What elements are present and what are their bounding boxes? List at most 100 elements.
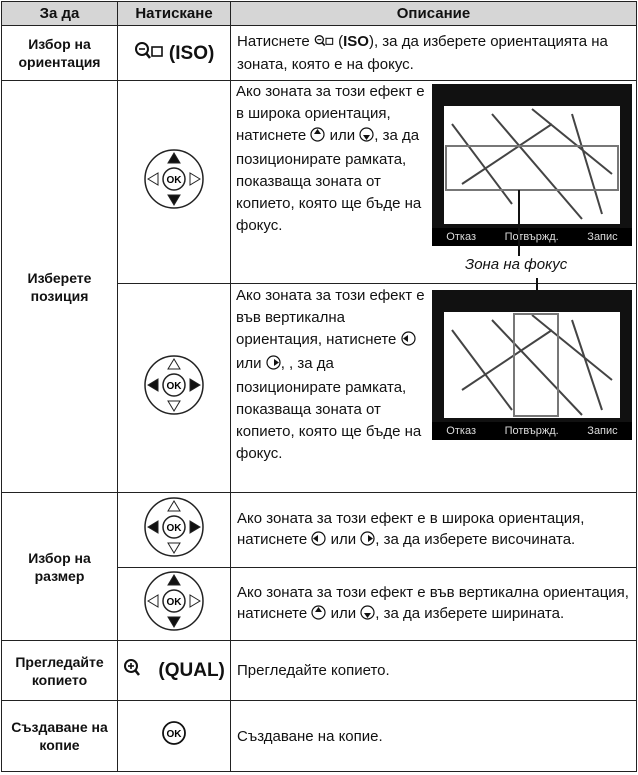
selector-svg: OK	[144, 497, 204, 557]
cell: Избор на ориентация	[1, 25, 118, 81]
icon	[360, 531, 375, 552]
text: , за да позиционирате рамката, показваща…	[236, 355, 422, 462]
text: Ако зоната за този ефект е във вертикалн…	[236, 287, 425, 348]
handle	[144, 51, 151, 59]
ok-label: OK	[167, 597, 183, 608]
description: Създаване на копие.	[237, 727, 383, 745]
text: или	[330, 531, 357, 548]
screen-image	[444, 106, 620, 224]
lens	[134, 41, 149, 56]
cell: Избор на размер	[1, 492, 118, 641]
text: или	[329, 127, 356, 144]
screen-image	[444, 312, 620, 418]
icon	[266, 355, 281, 377]
icon	[123, 658, 153, 683]
focus-frame	[513, 313, 559, 417]
arrow	[167, 574, 181, 586]
cell: Натиснете (ISO), за да изберете ориентац…	[230, 25, 637, 81]
arrow	[167, 358, 181, 370]
multi-selector: OK	[143, 496, 205, 564]
cell: Прегледайте копието.	[230, 640, 637, 701]
text: Ако зоната за този ефект е във вертикалн…	[237, 584, 629, 622]
ring	[162, 721, 186, 745]
ring	[360, 605, 375, 620]
arrow	[315, 607, 323, 612]
arrow-svg	[266, 355, 281, 370]
text: , за да изберете ориентацията на зоната,…	[237, 33, 608, 73]
text: Ако зоната за този ефект е в широка орие…	[237, 510, 585, 548]
selector-svg: OK	[144, 355, 204, 415]
arrow	[189, 172, 201, 186]
button: Потвържд.	[504, 231, 559, 243]
button-bar: Отказ Потвържд. Запис	[432, 422, 632, 440]
arrow	[167, 616, 181, 628]
ring	[144, 355, 204, 415]
screen: Отказ Потвържд. Запис	[432, 84, 632, 246]
arrow	[167, 400, 181, 412]
icon	[310, 127, 325, 149]
action: Създаване на копие	[11, 719, 108, 753]
button: Запис	[587, 425, 618, 437]
arrow-svg	[311, 605, 326, 620]
arrow-svg	[360, 605, 375, 620]
ok-label: OK	[167, 729, 183, 740]
cell: Прегледайте копието	[1, 640, 118, 701]
arrow	[363, 135, 371, 140]
text: или	[330, 605, 357, 622]
cell: Изберете позиция	[1, 80, 118, 493]
arrow	[314, 129, 322, 134]
arrow	[368, 535, 374, 542]
focus-frame	[445, 145, 619, 191]
description: Ако зоната за този ефект е в широка орие…	[237, 508, 630, 552]
ring	[144, 149, 204, 209]
handle	[321, 41, 326, 47]
header-cell: Описание	[230, 1, 637, 26]
description: Ако зоната за този ефект е в широка орие…	[236, 81, 426, 237]
text: , за да позиционирате рамката, показваща…	[236, 127, 422, 234]
photo	[444, 106, 620, 224]
cell: Ако зоната за този ефект е в широка орие…	[230, 492, 637, 568]
caption: Зона на фокус	[465, 256, 568, 273]
text: ISO	[343, 33, 369, 50]
multi-selector: OK	[143, 570, 205, 638]
description: Натиснете (ISO), за да изберете ориентац…	[237, 33, 608, 73]
cell: Създаване на копие.	[230, 700, 637, 772]
arrow	[147, 594, 159, 608]
arrow	[364, 613, 372, 618]
arrow	[167, 152, 181, 164]
ring	[144, 497, 204, 557]
icon	[311, 605, 326, 626]
screen: Отказ Потвържд. Запис	[432, 290, 632, 440]
arrow	[273, 359, 279, 366]
arrow-svg	[400, 331, 416, 346]
icon	[134, 41, 164, 66]
ring	[360, 531, 375, 546]
header-cell: За да	[1, 1, 118, 26]
cell: (QUAL)	[117, 640, 231, 701]
header-cell: Натискане	[117, 1, 231, 26]
zoom-svg	[314, 35, 334, 47]
arrow	[402, 335, 408, 342]
zoom-svg	[134, 41, 163, 59]
icon	[311, 531, 326, 552]
icon	[314, 33, 334, 54]
icon	[400, 331, 416, 353]
cell: (ISO)	[117, 25, 231, 81]
arrow	[147, 520, 159, 534]
ok-label: OK	[167, 523, 183, 534]
cell: OK	[117, 567, 231, 641]
arrow	[189, 378, 201, 392]
text: Натиснете	[237, 33, 310, 50]
button-bar: Отказ Потвържд. Запис	[432, 228, 632, 246]
cell: OK	[117, 283, 231, 493]
arrow	[167, 194, 181, 206]
text: Ако зоната за този ефект е в широка орие…	[236, 83, 425, 144]
header: За да	[39, 5, 80, 22]
center	[162, 373, 186, 397]
description: Ако зоната за този ефект е във вертикалн…	[236, 287, 425, 462]
lens	[124, 659, 139, 673]
ok-svg: OK	[162, 721, 186, 745]
icon	[359, 127, 374, 149]
handle	[134, 669, 141, 676]
